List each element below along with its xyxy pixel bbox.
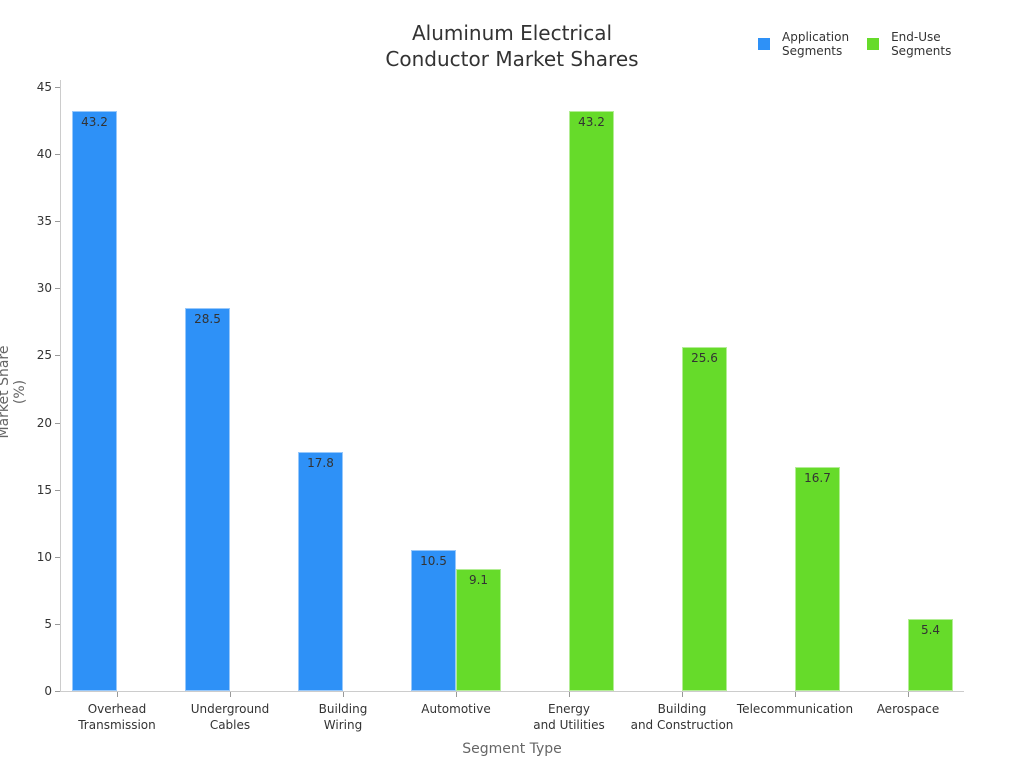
- x-tick-mark: [117, 692, 118, 697]
- y-tick: 45: [0, 80, 60, 94]
- x-tick-label: Energy and Utilities: [533, 702, 605, 732]
- x-axis-label: Segment Type: [462, 741, 562, 757]
- y-tick: 10: [0, 550, 60, 564]
- y-tick: 5: [0, 617, 60, 631]
- y-tick: 15: [0, 483, 60, 497]
- legend: Application Segments End-Use Segments: [758, 30, 951, 58]
- bar-application[interactable]: [185, 308, 230, 691]
- legend-item-application[interactable]: Application Segments: [758, 30, 849, 58]
- x-tick-mark: [908, 692, 909, 697]
- bar-application[interactable]: [411, 550, 456, 691]
- bar-end-use[interactable]: [456, 568, 501, 691]
- y-tick: 40: [0, 147, 60, 161]
- y-tick: 0: [0, 684, 60, 698]
- bar-value-label: 10.5: [420, 554, 447, 569]
- y-tick: 25: [0, 348, 60, 362]
- chart-title: Aluminum Electrical Conductor Market Sha…: [385, 21, 639, 71]
- legend-swatch-end-use: [867, 38, 880, 50]
- x-tick-label: Building and Construction: [630, 702, 734, 732]
- bar-value-label: 25.6: [691, 351, 718, 366]
- legend-label: End-Use Segments: [891, 30, 952, 58]
- x-tick-label: Overhead Transmission: [78, 702, 156, 732]
- bar-value-label: 28.5: [194, 312, 221, 327]
- y-tick: 20: [0, 416, 60, 430]
- bar-application[interactable]: [298, 452, 343, 691]
- legend-swatch-application: [758, 38, 770, 50]
- bar-value-label: 43.2: [81, 115, 108, 130]
- bar-end-use[interactable]: [908, 618, 953, 691]
- x-tick-mark: [456, 692, 457, 697]
- bar-value-label: 16.7: [804, 470, 831, 485]
- bar-end-use[interactable]: [682, 347, 727, 691]
- x-axis-line: [60, 691, 964, 692]
- y-axis-line: [60, 80, 61, 692]
- x-tick-mark: [343, 692, 344, 697]
- x-tick-label: Automotive: [421, 702, 491, 716]
- legend-item-end-use[interactable]: End-Use Segments: [867, 30, 951, 58]
- x-tick-mark: [569, 692, 570, 697]
- x-tick-mark: [795, 692, 796, 697]
- x-tick-label: Telecommunication: [736, 702, 854, 716]
- x-tick-label: Aerospace: [876, 702, 940, 716]
- y-tick: 30: [0, 281, 60, 295]
- bar-end-use[interactable]: [795, 466, 840, 691]
- x-tick-mark: [682, 692, 683, 697]
- x-tick-label: Underground Cables: [190, 702, 270, 732]
- bar-end-use[interactable]: [569, 111, 614, 691]
- x-tick-label: Building Wiring: [318, 702, 368, 732]
- bar-value-label: 5.4: [920, 622, 941, 637]
- bar-value-label: 9.1: [468, 572, 489, 587]
- bar-application[interactable]: [72, 111, 117, 691]
- legend-label: Application Segments: [782, 30, 850, 58]
- bar-value-label: 43.2: [578, 115, 605, 130]
- x-tick-mark: [230, 692, 231, 697]
- bar-value-label: 17.8: [307, 456, 334, 471]
- y-tick: 35: [0, 214, 60, 228]
